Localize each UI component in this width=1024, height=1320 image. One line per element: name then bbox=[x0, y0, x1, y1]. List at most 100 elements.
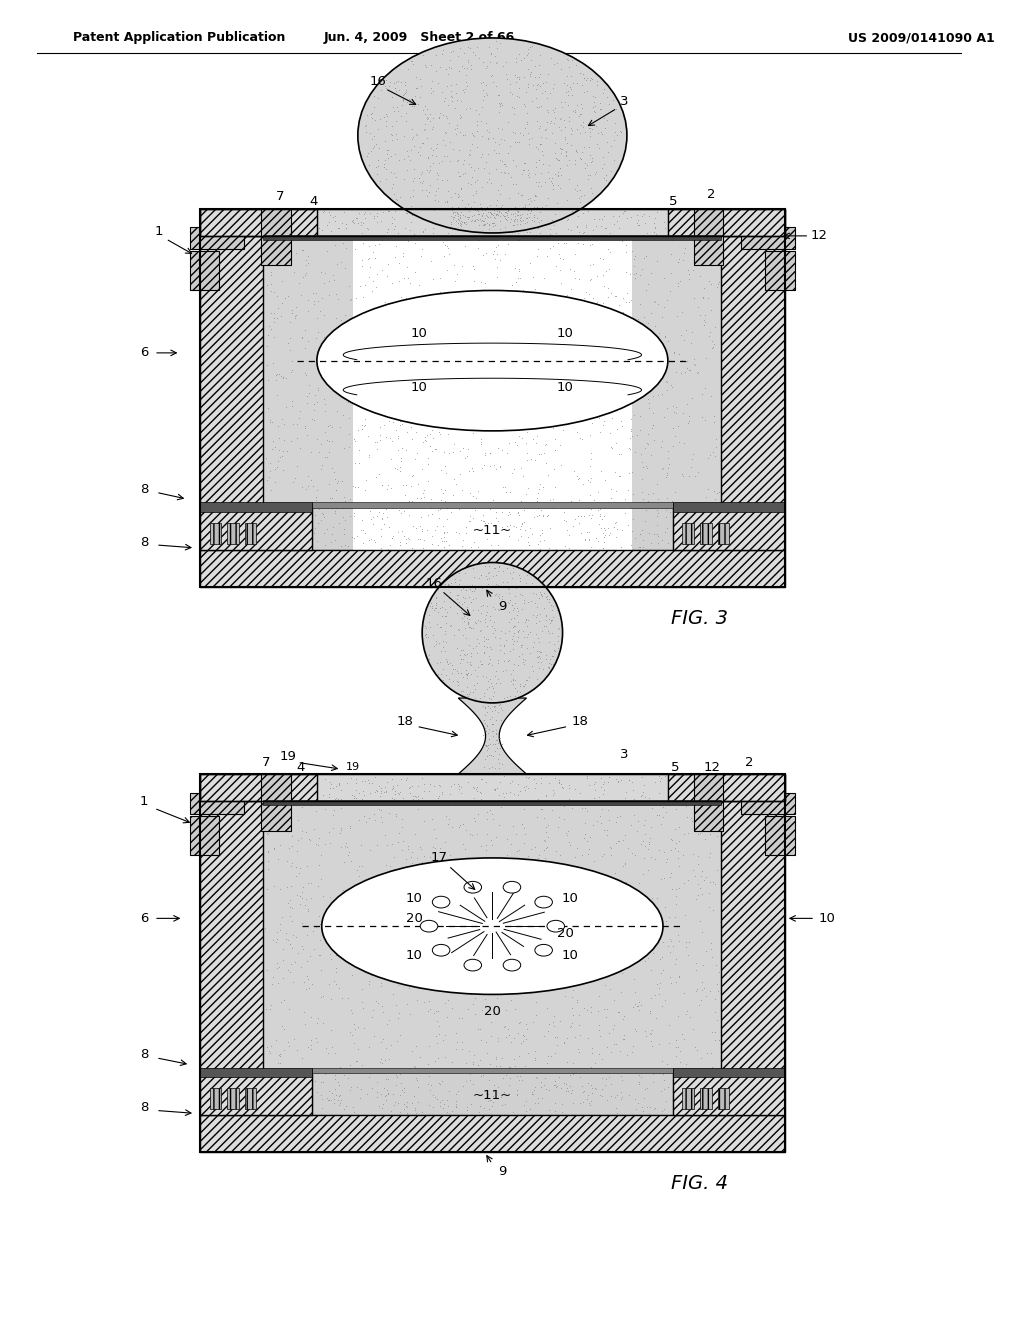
Point bbox=[537, 808, 553, 829]
Point bbox=[422, 111, 438, 132]
Point bbox=[504, 594, 520, 615]
Point bbox=[645, 414, 662, 436]
Point bbox=[592, 931, 608, 952]
Point bbox=[584, 1082, 600, 1104]
Point bbox=[627, 347, 643, 368]
Point bbox=[504, 595, 520, 616]
Point bbox=[381, 869, 397, 890]
Point bbox=[434, 129, 451, 150]
Point bbox=[547, 477, 563, 498]
Point bbox=[560, 524, 577, 545]
Point bbox=[499, 572, 515, 593]
Point bbox=[633, 314, 649, 335]
Point bbox=[528, 185, 545, 206]
Point bbox=[264, 352, 281, 374]
Point bbox=[392, 532, 409, 553]
Point bbox=[357, 896, 374, 917]
Point bbox=[562, 79, 579, 100]
Bar bbox=[722, 236, 784, 504]
Point bbox=[534, 651, 550, 672]
Point bbox=[399, 140, 416, 161]
Point bbox=[472, 788, 488, 809]
Point bbox=[414, 173, 430, 194]
Point bbox=[471, 215, 487, 236]
Point bbox=[527, 777, 544, 799]
Point bbox=[572, 94, 589, 115]
Point bbox=[501, 502, 517, 523]
Point bbox=[423, 498, 439, 519]
Point bbox=[538, 605, 554, 626]
Text: 20: 20 bbox=[557, 928, 573, 940]
Point bbox=[359, 770, 376, 791]
Point bbox=[433, 640, 450, 661]
Point bbox=[290, 942, 306, 964]
Point bbox=[311, 218, 328, 239]
Text: Jun. 4, 2009   Sheet 2 of 66: Jun. 4, 2009 Sheet 2 of 66 bbox=[324, 32, 515, 45]
Point bbox=[433, 597, 450, 618]
Point bbox=[515, 651, 531, 672]
Point bbox=[265, 966, 282, 987]
Point bbox=[440, 813, 457, 834]
Point bbox=[482, 383, 499, 404]
Point bbox=[496, 55, 512, 77]
Point bbox=[328, 503, 344, 524]
Point bbox=[552, 891, 568, 912]
Point bbox=[462, 140, 478, 161]
Point bbox=[554, 96, 570, 117]
Point bbox=[490, 358, 507, 379]
Point bbox=[507, 197, 523, 218]
Point bbox=[520, 532, 537, 553]
Point bbox=[482, 606, 499, 627]
Point bbox=[689, 846, 706, 867]
Point bbox=[678, 936, 694, 957]
Point bbox=[532, 133, 549, 154]
Point bbox=[514, 164, 530, 185]
Point bbox=[401, 186, 418, 207]
Point bbox=[627, 527, 643, 548]
Bar bbox=[673, 502, 784, 512]
Point bbox=[539, 87, 555, 108]
Point bbox=[456, 211, 472, 232]
Point bbox=[631, 793, 647, 814]
Point bbox=[598, 820, 614, 841]
Point bbox=[416, 486, 432, 507]
Point bbox=[677, 362, 693, 383]
Point bbox=[284, 898, 300, 919]
Point bbox=[701, 231, 718, 252]
Point bbox=[461, 313, 477, 334]
Point bbox=[512, 211, 528, 232]
Point bbox=[466, 581, 482, 602]
Point bbox=[345, 788, 361, 809]
Point bbox=[603, 327, 620, 348]
Point bbox=[548, 841, 564, 862]
Point bbox=[521, 1098, 538, 1119]
Point bbox=[370, 363, 386, 384]
Point bbox=[457, 211, 473, 232]
Point bbox=[344, 878, 360, 899]
Point bbox=[474, 90, 490, 111]
Point bbox=[282, 339, 298, 360]
Point bbox=[338, 950, 354, 972]
Point bbox=[671, 817, 687, 838]
Point bbox=[626, 404, 642, 425]
Point bbox=[650, 503, 667, 524]
Point bbox=[290, 793, 306, 814]
Point bbox=[514, 512, 530, 533]
Point bbox=[357, 771, 374, 792]
Point bbox=[634, 451, 650, 473]
Point bbox=[429, 177, 445, 198]
Point bbox=[337, 305, 353, 326]
Point bbox=[384, 768, 400, 789]
Point bbox=[521, 222, 538, 243]
Point bbox=[433, 82, 450, 103]
Point bbox=[538, 644, 554, 665]
Point bbox=[484, 215, 501, 236]
Point bbox=[281, 1035, 297, 1056]
Point bbox=[521, 162, 538, 183]
Point bbox=[442, 892, 459, 913]
Point bbox=[494, 516, 510, 537]
Point bbox=[477, 834, 494, 855]
Point bbox=[696, 378, 713, 399]
Point bbox=[502, 82, 518, 103]
Point bbox=[353, 256, 370, 277]
